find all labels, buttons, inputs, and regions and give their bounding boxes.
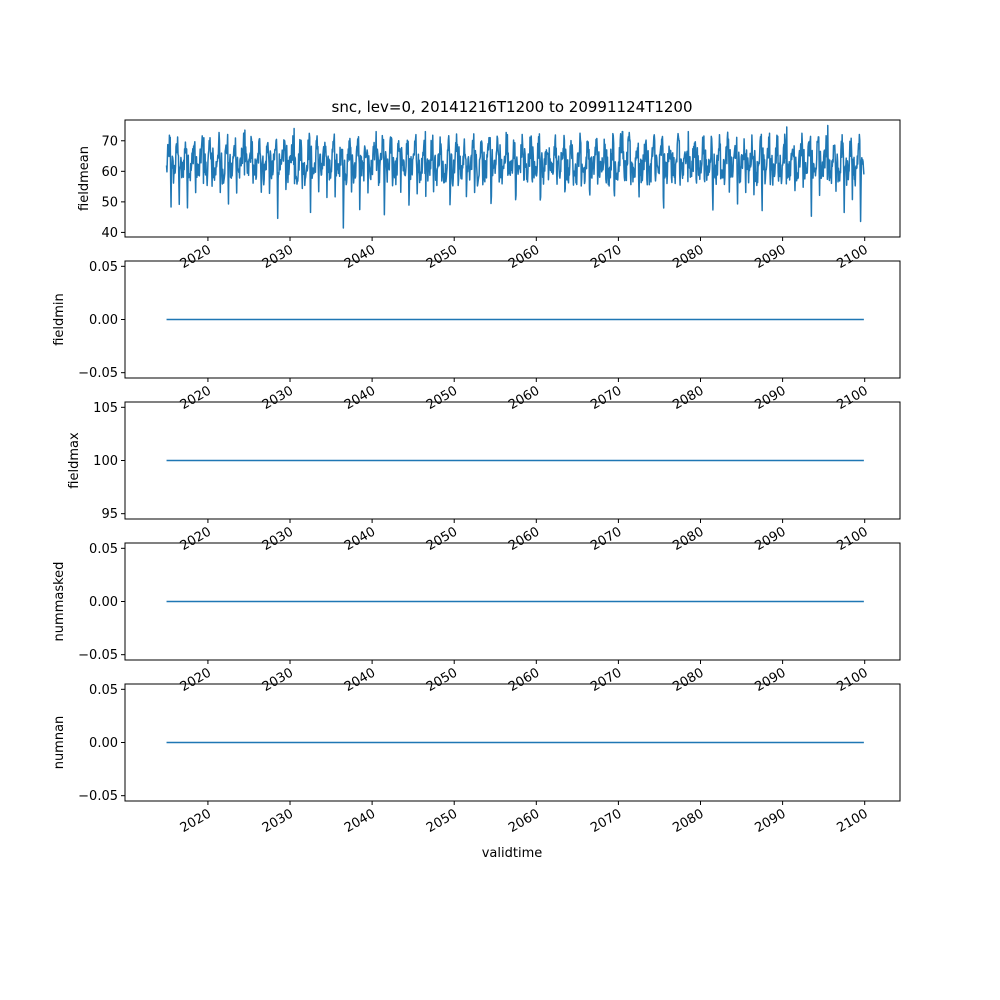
y-tick-label: 0.00	[89, 736, 118, 751]
axes-frame	[124, 542, 901, 661]
y-tick-label: 0.05	[89, 260, 118, 275]
y-tick-label: 60	[101, 165, 118, 180]
y-tick-label: 0.05	[89, 542, 118, 557]
y-tick-label: 95	[101, 507, 118, 522]
y-tick-label: −0.05	[78, 789, 118, 804]
y-axis-label-nummasked: nummasked	[52, 562, 67, 642]
y-axis-label-fieldmean: fieldmean	[77, 146, 92, 211]
axes-frame	[124, 683, 901, 802]
y-axis-label-fieldmax: fieldmax	[67, 432, 82, 489]
y-tick-label: 0.05	[89, 683, 118, 698]
y-tick-label: −0.05	[78, 366, 118, 381]
series-line-fieldmean	[165, 124, 865, 229]
y-axis-label-fieldmin: fieldmin	[52, 293, 67, 346]
y-tick-label: 100	[93, 454, 118, 469]
y-tick-label: 0.00	[89, 313, 118, 328]
axes-frame	[124, 401, 901, 520]
axes-frame	[124, 260, 901, 379]
chart-title: snc, lev=0, 20141216T1200 to 20991124T12…	[332, 98, 693, 116]
y-axis-label-numnan: numnan	[52, 716, 67, 770]
y-tick-label: 0.00	[89, 595, 118, 610]
x-axis-label: validtime	[482, 846, 543, 861]
y-tick-label: 105	[93, 401, 118, 416]
y-tick-label: 50	[101, 195, 118, 210]
axes-frame	[124, 119, 901, 238]
y-tick-label: 70	[101, 134, 118, 149]
y-tick-label: 40	[101, 226, 118, 241]
y-tick-label: −0.05	[78, 648, 118, 663]
